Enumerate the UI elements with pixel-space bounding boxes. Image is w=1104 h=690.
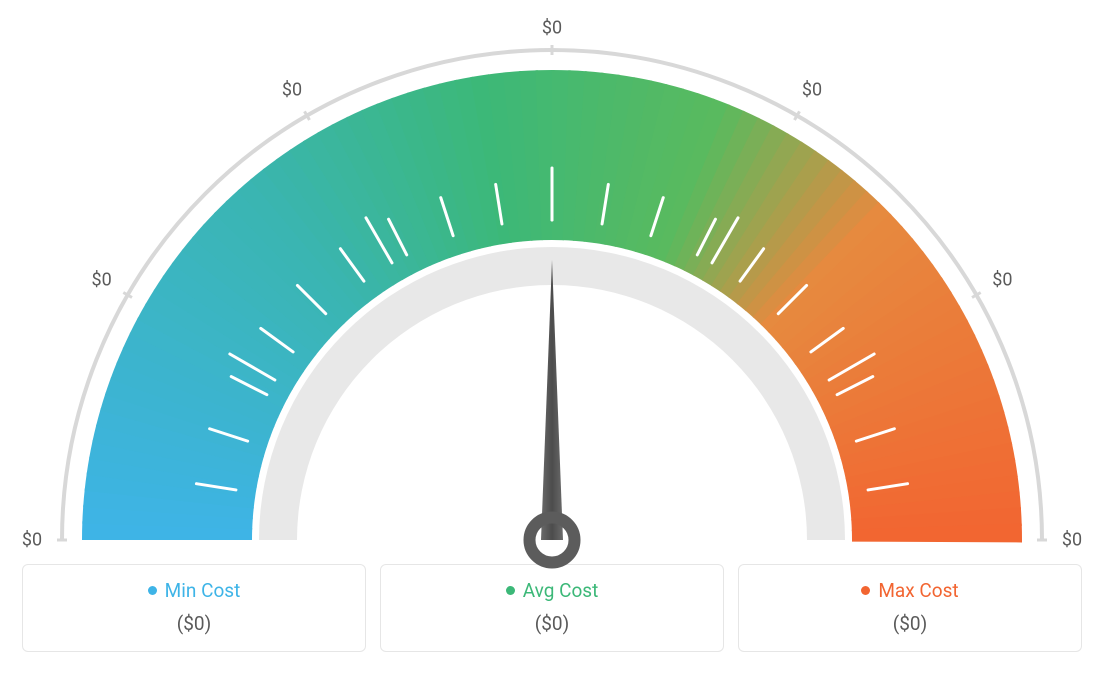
legend-title-avg: Avg Cost bbox=[506, 579, 599, 602]
dot-icon bbox=[506, 586, 515, 595]
scale-label: $0 bbox=[542, 18, 562, 39]
scale-label: $0 bbox=[1062, 530, 1082, 551]
legend-card-avg: Avg Cost ($0) bbox=[380, 564, 724, 652]
legend-value-max: ($0) bbox=[749, 612, 1071, 635]
legend-title-max: Max Cost bbox=[861, 579, 958, 602]
legend-row: Min Cost ($0) Avg Cost ($0) Max Cost ($0… bbox=[22, 564, 1082, 652]
legend-label-max: Max Cost bbox=[878, 579, 958, 602]
legend-value-avg: ($0) bbox=[391, 612, 713, 635]
legend-card-min: Min Cost ($0) bbox=[22, 564, 366, 652]
legend-label-min: Min Cost bbox=[165, 579, 241, 602]
scale-label: $0 bbox=[802, 79, 822, 100]
dot-icon bbox=[861, 586, 870, 595]
legend-value-min: ($0) bbox=[33, 612, 355, 635]
dot-icon bbox=[148, 586, 157, 595]
legend-card-max: Max Cost ($0) bbox=[738, 564, 1082, 652]
chart-container: $0 $0 $0 $0 $0 $0 $0 Min Cost ($0) Avg Cost ($… bbox=[0, 0, 1104, 690]
legend-label-avg: Avg Cost bbox=[523, 579, 599, 602]
scale-label: $0 bbox=[92, 270, 112, 291]
gauge-svg bbox=[22, 10, 1082, 570]
scale-label: $0 bbox=[282, 79, 302, 100]
scale-label: $0 bbox=[992, 270, 1012, 291]
gauge-chart: $0 $0 $0 $0 $0 $0 $0 bbox=[22, 10, 1082, 570]
legend-title-min: Min Cost bbox=[148, 579, 241, 602]
scale-label: $0 bbox=[22, 530, 42, 551]
